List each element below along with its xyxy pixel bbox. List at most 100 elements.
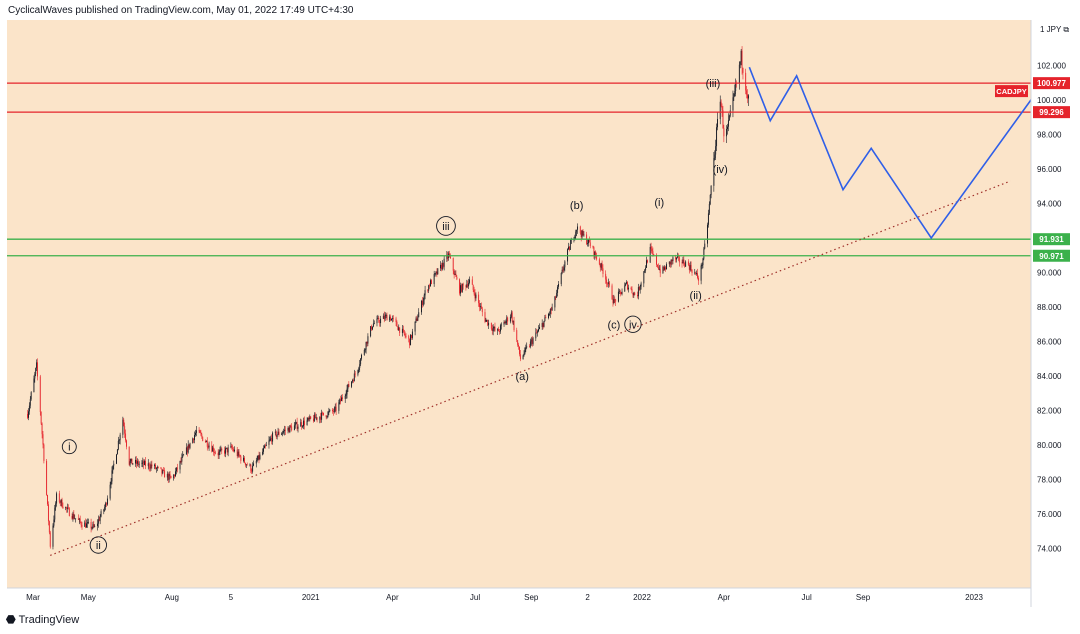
candle-body (669, 261, 671, 265)
wave-label: (i) (654, 197, 664, 209)
candle-body (605, 273, 607, 280)
candle-body (274, 431, 276, 433)
candle-body (189, 443, 191, 448)
candle-body (195, 430, 197, 433)
candle-body (334, 406, 336, 409)
candle-body (132, 463, 134, 465)
candle-body (181, 456, 183, 462)
tradingview-logo-icon: ⬣ (6, 614, 16, 626)
candle-body (256, 459, 258, 462)
candle-body (529, 341, 531, 347)
candle-body (410, 334, 412, 346)
candle-body (626, 282, 628, 284)
candle-body (435, 271, 437, 274)
candle-body (727, 120, 729, 127)
candle-body (640, 283, 642, 287)
candle-body (217, 453, 219, 456)
candle-body (645, 267, 647, 271)
candle-body (59, 502, 61, 503)
candle-body (710, 185, 712, 195)
candle-body (713, 158, 715, 186)
candle-body (437, 268, 439, 275)
candle-body (34, 373, 36, 379)
candle-body (650, 246, 652, 250)
candle-body (694, 272, 696, 274)
candle-body (402, 328, 404, 331)
candle-body (258, 455, 260, 460)
time-tick-label: 2023 (965, 593, 983, 602)
candle-body (460, 285, 461, 294)
candle-body (148, 463, 150, 468)
candle-body (345, 394, 347, 396)
candle-body (415, 318, 417, 322)
candle-body (689, 265, 691, 270)
candle-body (302, 426, 304, 428)
candle-body (379, 321, 381, 324)
candle-body (49, 532, 51, 547)
candle-body (720, 101, 722, 107)
candle-body (665, 267, 667, 270)
candle-body (709, 194, 711, 205)
candle-body (507, 317, 509, 322)
candle-body (633, 292, 635, 296)
price-tick-label: 88.000 (1037, 303, 1062, 312)
candle-body (244, 457, 245, 463)
candle-body (221, 448, 223, 451)
candle-body (644, 270, 646, 272)
candle-body (36, 362, 38, 369)
candle-body (291, 426, 293, 431)
candle-body (348, 384, 350, 387)
candle-body (103, 509, 105, 512)
candle-body (61, 499, 63, 507)
candle-body (500, 324, 502, 326)
candle-body (352, 380, 354, 382)
candle-body (288, 427, 290, 433)
candle-body (656, 254, 658, 265)
candle-body (488, 322, 490, 326)
candle-body (213, 447, 215, 453)
candle-body (621, 291, 623, 295)
candle-body (93, 524, 95, 527)
candle-body (122, 419, 124, 435)
candle-body (747, 94, 748, 99)
candle-body (303, 420, 305, 426)
candle-body (390, 316, 392, 321)
candle-body (239, 455, 241, 457)
candle-body (174, 475, 176, 477)
candle-body (538, 327, 540, 330)
candle-body (77, 518, 79, 520)
candle-body (316, 417, 318, 420)
candle-body (486, 319, 488, 321)
candle-body (509, 316, 511, 322)
price-tag-label: 99.296 (1039, 108, 1064, 117)
candle-body (606, 279, 608, 284)
candle-body (39, 376, 41, 412)
candle-body (380, 318, 382, 324)
candle-body (391, 318, 392, 321)
candle-body (599, 264, 601, 268)
candle-body (205, 440, 207, 443)
candle-body (206, 440, 208, 447)
candle-body (46, 460, 48, 495)
candle-body (287, 427, 289, 431)
candle-body (80, 522, 82, 526)
candle-body (589, 242, 591, 247)
candle-body (383, 315, 385, 320)
candle-body (167, 473, 169, 480)
candle-body (339, 399, 341, 403)
candle-body (579, 226, 581, 234)
candle-body (277, 431, 279, 435)
candle-body (312, 418, 314, 422)
candle-body (422, 300, 424, 305)
candle-body (617, 291, 619, 302)
candle-body (364, 349, 366, 351)
candle-body (225, 447, 227, 449)
candle-body (155, 464, 156, 469)
candle-body (677, 256, 678, 258)
candle-body (378, 317, 380, 322)
candle-body (373, 323, 375, 324)
candle-body (554, 296, 556, 308)
candle-body (513, 320, 515, 331)
